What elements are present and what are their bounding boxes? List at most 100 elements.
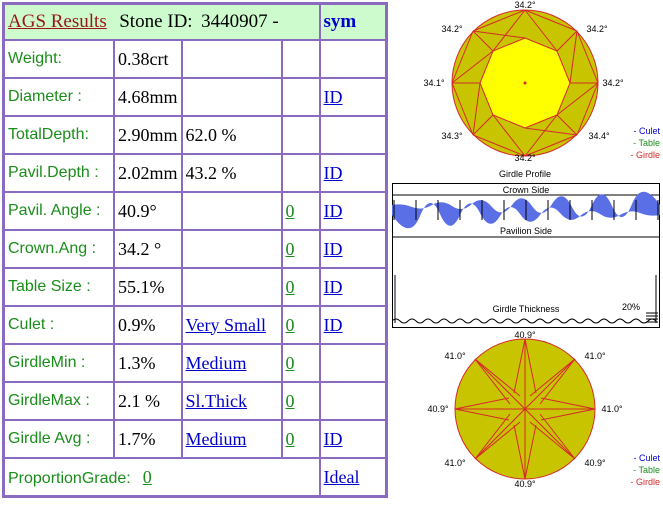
pavilion-diagram: 40.9° 41.0° 41.0° 40.9° 41.0° 41.0° 40.9… [427,330,660,489]
proportion-grade-link[interactable]: 0 [142,466,152,487]
crown-angle-bottom: 34.2° [514,153,536,163]
pavilion-diagram-figure [454,338,596,480]
girdle-thickness-line [392,318,657,324]
crown-diagram: 34.2° 34.2° 34.2° 34.1° 34.2° 34.3° 34.4… [423,0,660,179]
grade-cell [281,154,320,192]
measurement-value: 2.90mm [114,116,182,154]
measurement-row: Culet :0.9% Very Small 0 ID [4,306,386,344]
girdle-profile-panel: Crown Side Pavilion Side Girdle Thicknes… [392,183,660,328]
grade-cell [281,116,320,154]
pavilion-angle-left: 40.9° [427,404,449,414]
grade-description-link[interactable]: Sl.Thick [185,390,248,411]
grade-link[interactable]: 0 [285,276,295,297]
pavilion-angle-bottom-left: 41.0° [444,458,466,468]
measurement-label: Weight: [4,40,114,78]
legend-culet: - Culet [633,126,660,136]
id-link[interactable]: ID [323,86,343,107]
measurement-value: 2.1 % [114,382,182,420]
girdle-thickness-percent: 20% [622,302,640,312]
legend-culet-2: - Culet [633,453,660,463]
measurement-label: Girdle Avg : [4,420,114,458]
id-link[interactable]: ID [323,200,343,221]
sym-link[interactable]: sym [323,11,357,32]
id-link[interactable]: ID [323,238,343,259]
measurement-label: Pavil.Depth : [4,154,114,192]
id-link[interactable]: ID [323,276,343,297]
sym-cell: sym [319,4,386,40]
grade-link[interactable]: 0 [285,390,295,411]
girdle-thickness-label: Girdle Thickness [493,304,560,314]
grade-cell [281,78,320,116]
measurement-value: 40.9° [114,192,182,230]
crown-diagram-figure [451,9,599,157]
crown-angle-bottom-left: 34.3° [441,131,463,141]
pavilion-angle-top-right: 41.0° [584,351,606,361]
measurement-label: Crown.Ang : [4,230,114,268]
measurement-row: Pavil. Angle :40.9° 0 ID [4,192,386,230]
measurement-label: Diameter : [4,78,114,116]
measurement-row: GirdleMin :1.3% Medium 0 [4,344,386,382]
pavilion-angle-right: 41.0° [601,404,623,414]
grade-description-link[interactable]: Very Small [185,314,267,335]
id-cell: ID [319,306,386,344]
id-link[interactable]: ID [323,162,343,183]
legend-table: - Table [633,138,660,148]
grade-description-link[interactable]: Medium [185,352,247,373]
grade-link[interactable]: 0 [285,238,295,259]
grade-link[interactable]: 0 [285,352,295,373]
measurement-row: Crown.Ang :34.2 ° 0 ID [4,230,386,268]
measurement-label: Table Size : [4,268,114,306]
grade-cell: 0 [281,192,320,230]
header-row: AGS Results Stone ID: 3440907 - sym [4,4,386,40]
measurement-extra: Very Small [181,306,282,344]
id-link[interactable]: ID [323,428,343,449]
pavilion-side-label: Pavilion Side [500,226,552,236]
grade-cell: 0 [281,382,320,420]
measurement-row: TotalDepth: 2.90mm 62.0 % [4,116,386,154]
measurement-extra: 43.2 % [181,154,282,192]
grade-description-link[interactable]: Medium [185,428,247,449]
measurement-label: TotalDepth: [4,116,114,154]
id-cell: ID [319,420,386,458]
crown-angle-left: 34.1° [423,78,445,88]
id-cell [319,116,386,154]
id-cell [319,382,386,420]
measurement-row: Diameter :4.68mm ID [4,78,386,116]
proportion-grade-row: ProportionGrade: 0 Ideal [4,458,386,496]
ags-results-link[interactable]: AGS Results [8,11,107,32]
id-cell: ID [319,78,386,116]
proportion-grade-cell: ProportionGrade: 0 [4,458,320,496]
measurement-value: 1.7% [114,420,182,458]
id-cell [319,344,386,382]
ideal-link[interactable]: Ideal [323,466,360,487]
measurement-extra [181,192,282,230]
grade-cell: 0 [281,420,320,458]
crown-side-label: Crown Side [503,185,550,195]
grade-link[interactable]: 0 [285,428,295,449]
legend-girdle-2: - Girdle [630,477,660,487]
grade-link[interactable]: 0 [285,200,295,221]
results-table: AGS Results Stone ID: 3440907 - sym Weig… [2,2,388,498]
id-link[interactable]: ID [323,314,343,335]
grade-cell: 0 [281,268,320,306]
crown-angle-bottom-right: 34.4° [588,131,610,141]
pavilion-angle-top-left: 41.0° [444,351,466,361]
id-cell: ID [319,154,386,192]
measurement-value: 34.2 ° [114,230,182,268]
measurement-extra [181,230,282,268]
measurement-row: Girdle Avg :1.7% Medium 0 ID [4,420,386,458]
grade-cell [281,40,320,78]
pavilion-angle-top: 40.9° [514,330,536,340]
measurement-extra: 62.0 % [181,116,282,154]
measurement-row: GirdleMax :2.1 % Sl.Thick 0 [4,382,386,420]
crown-angle-top-right: 34.2° [586,24,608,34]
legend-table-2: - Table [633,465,660,475]
proportion-result-cell: Ideal [319,458,386,496]
pavilion-angle-bottom-right: 40.9° [584,458,606,468]
measurement-label: GirdleMin : [4,344,114,382]
grade-link[interactable]: 0 [285,314,295,335]
legend-girdle: - Girdle [630,150,660,160]
crown-angle-top: 34.2° [514,0,536,10]
measurement-value: 55.1% [114,268,182,306]
grade-cell: 0 [281,230,320,268]
